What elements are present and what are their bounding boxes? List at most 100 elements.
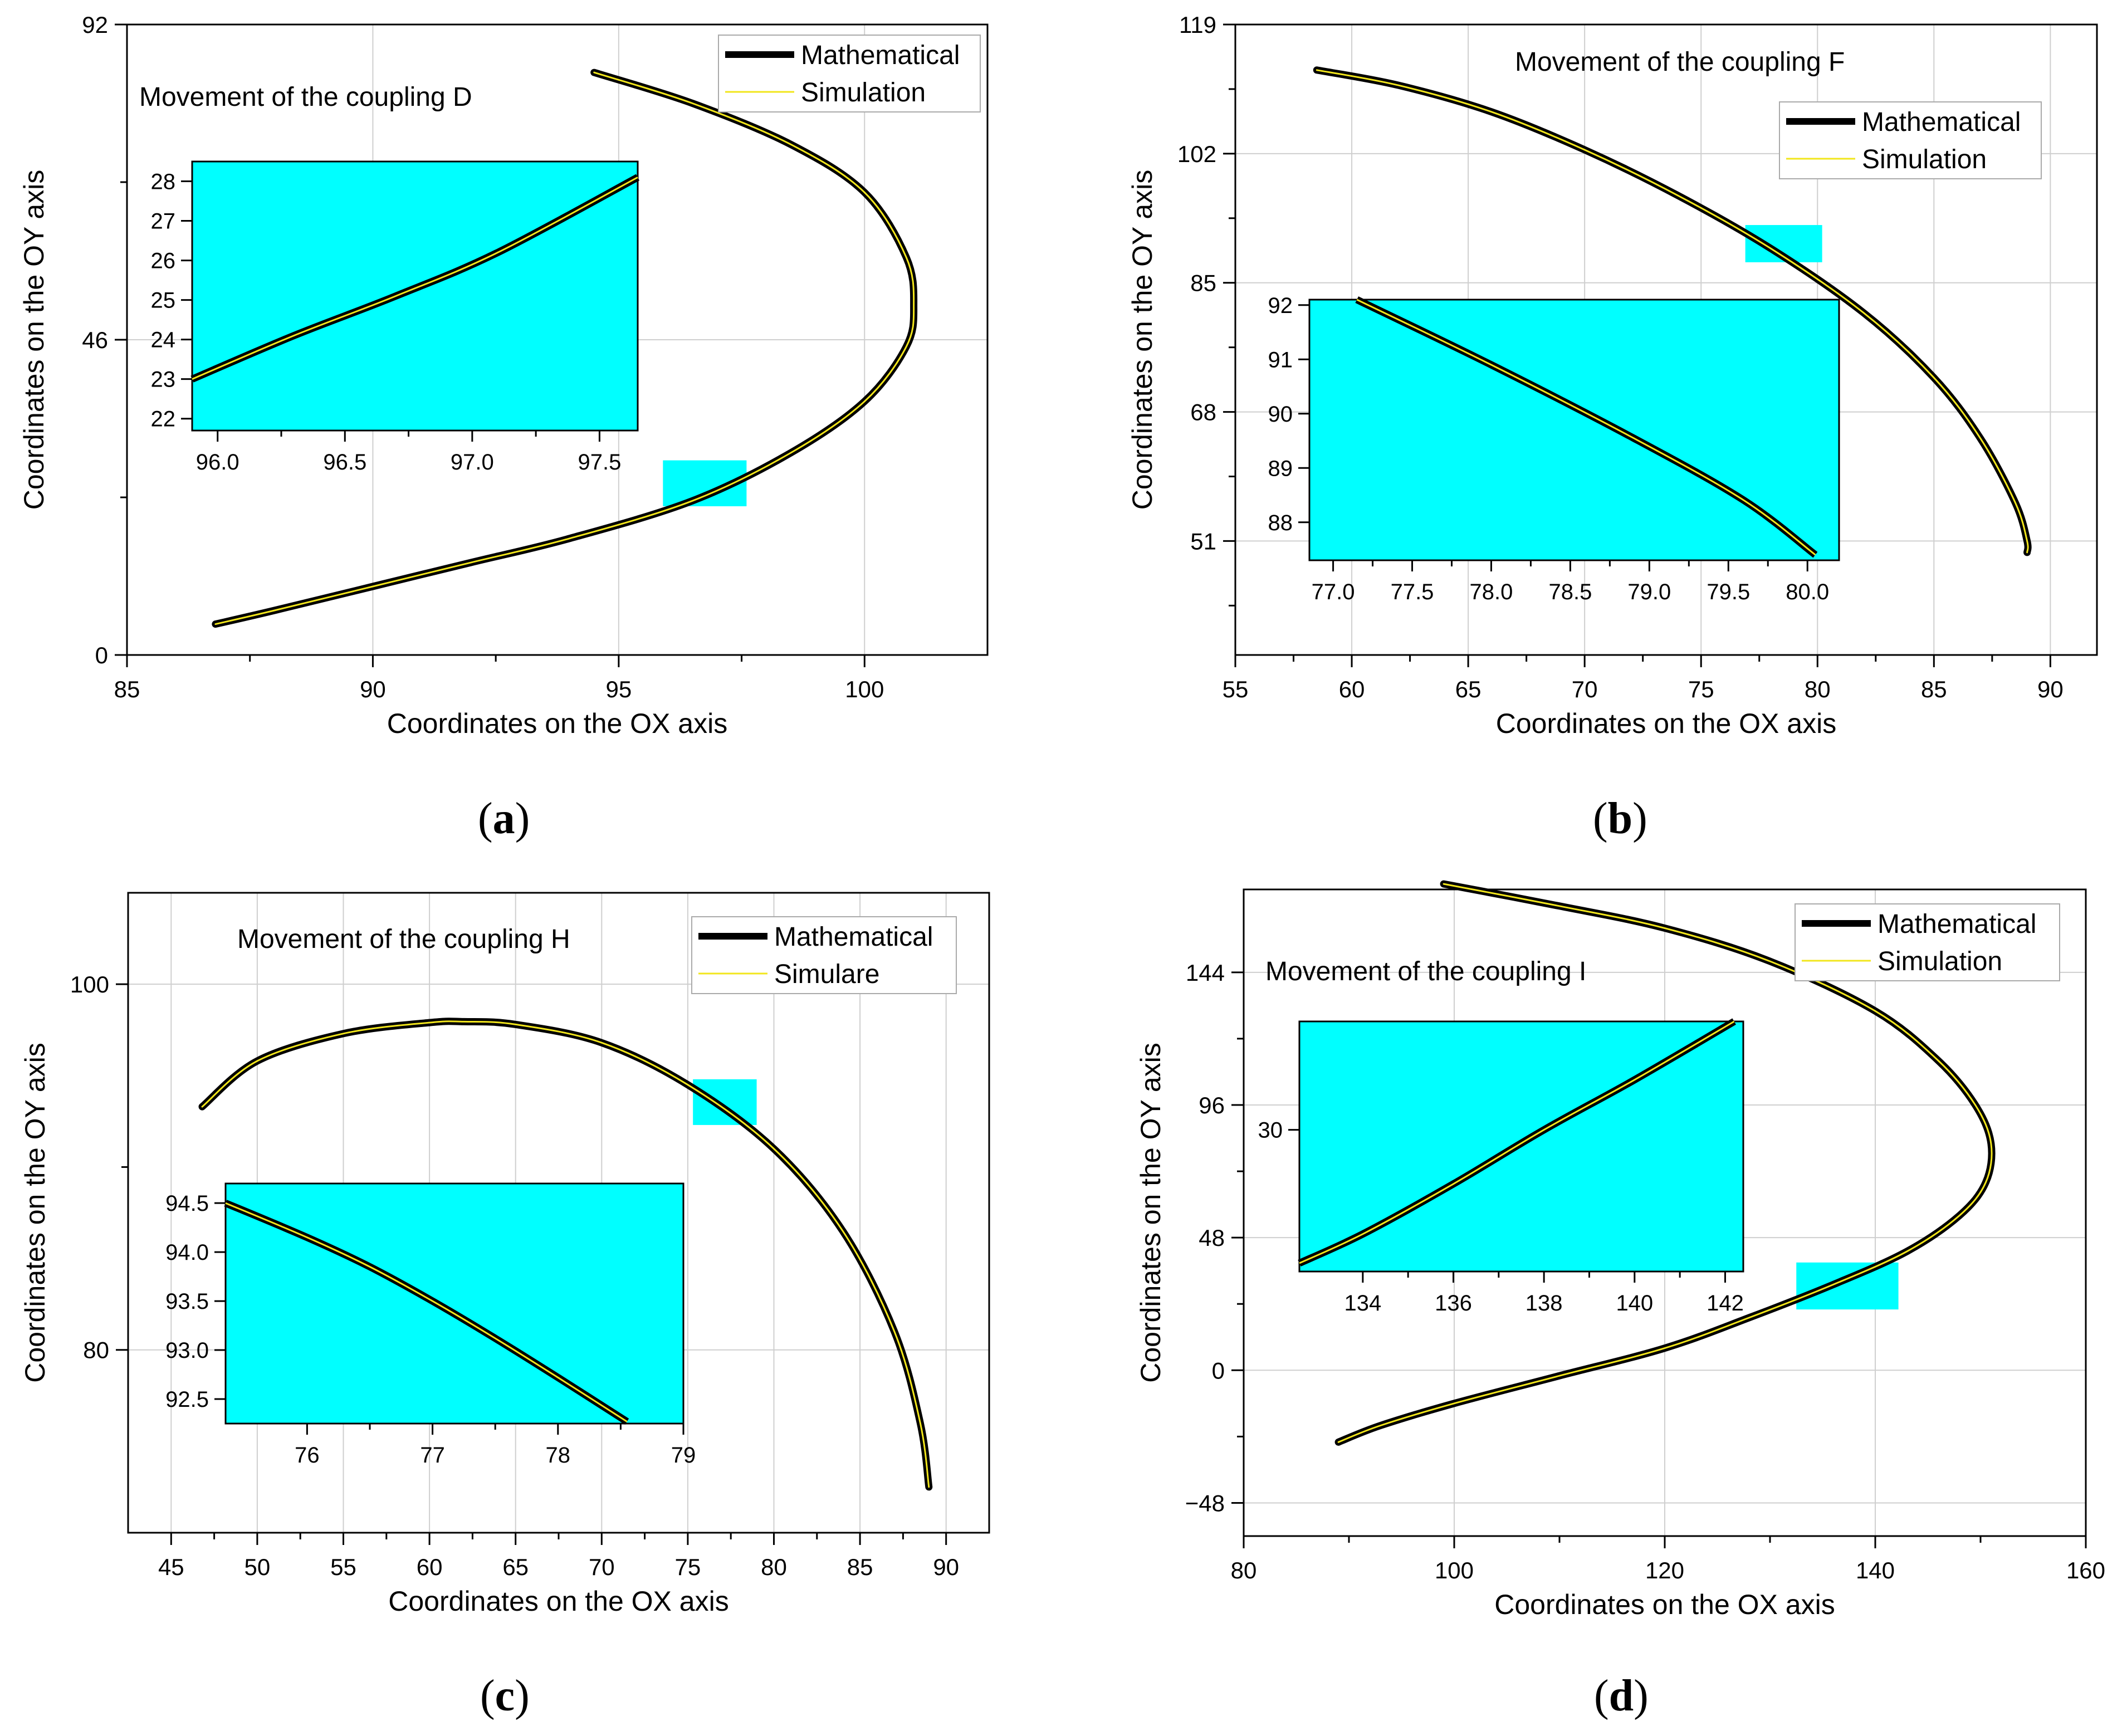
legend-box-d: [1795, 903, 2060, 981]
zoom-region-d: [1796, 1262, 1899, 1310]
x-tick-label-c-0: 45: [158, 1554, 184, 1580]
inset-x-tick-label-b-5: 79.5: [1707, 580, 1750, 604]
legend-label-mathematical-a: Mathematical: [801, 41, 960, 70]
inset-c: 76 77 78 79 92.5 93.0 93.5 94.0 94.5: [165, 1182, 696, 1468]
inset-x-tick-label-a-3: 97.5: [578, 450, 621, 475]
legend-label-simulation-b: Simulation: [1862, 145, 1987, 174]
x-tick-label-b-1: 60: [1339, 676, 1365, 702]
inset-x-tick-label-b-6: 80.0: [1786, 580, 1829, 604]
legend-box-a: [718, 35, 981, 113]
chart-title-b: Movement of the coupling F: [1515, 47, 1845, 77]
inset-x-tick-label-a-1: 96.5: [323, 450, 366, 475]
x-tick-label-c-8: 85: [847, 1554, 873, 1580]
x-tick-label-d-0: 80: [1231, 1557, 1257, 1583]
inset-x-tick-label-d-3: 140: [1616, 1291, 1653, 1316]
inset-y-tick-label-c-2: 93.5: [165, 1289, 209, 1314]
legend-label-simulation-c: Simulare: [774, 960, 879, 989]
inset-x-tick-label-c-1: 77: [420, 1443, 445, 1468]
x-tick-label-c-7: 80: [761, 1554, 787, 1580]
legend-label-mathematical-d: Mathematical: [1877, 909, 2036, 939]
inset-d: 134 136 138 140 142 30: [1258, 1018, 1744, 1316]
x-axis-title-b: Coordinates on the OX axis: [1496, 708, 1836, 739]
x-tick-label-c-2: 55: [330, 1554, 356, 1580]
x-tick-label-d-2: 120: [1645, 1557, 1684, 1583]
y-tick-label-a-0: 0: [95, 642, 108, 668]
inset-x-tick-label-a-2: 97.0: [451, 450, 494, 475]
legend-box-c: [691, 916, 957, 994]
inset-y-tick-label-c-4: 94.5: [165, 1191, 209, 1216]
inset-x-tick-label-b-0: 77.0: [1312, 580, 1355, 604]
inset-y-tick-label-c-3: 94.0: [165, 1240, 209, 1265]
inset-y-tick-label-a-4: 26: [151, 249, 176, 273]
x-tick-label-b-2: 65: [1455, 676, 1482, 702]
inset-x-tick-label-d-0: 134: [1344, 1291, 1381, 1316]
y-tick-label-d-2: 48: [1199, 1225, 1225, 1251]
inset-series-simulation-b: [1356, 299, 1816, 556]
inset-series-simulation-d: [1299, 1020, 1735, 1264]
y-tick-label-b-1: 68: [1190, 399, 1216, 426]
y-tick-label-b-4: 119: [1179, 12, 1216, 38]
chart-title-a: Movement of the coupling D: [139, 82, 472, 112]
x-tick-label-c-4: 65: [502, 1554, 529, 1580]
inset-y-tick-label-a-3: 25: [151, 288, 176, 313]
inset-x-tick-label-d-4: 142: [1707, 1291, 1744, 1316]
y-tick-label-d-0: −48: [1185, 1490, 1225, 1516]
legend-label-mathematical-c: Mathematical: [774, 922, 933, 952]
legend-label-simulation-a: Simulation: [801, 78, 926, 107]
inset-x-tick-label-b-1: 77.5: [1391, 580, 1434, 604]
y-tick-label-a-2: 92: [82, 12, 108, 38]
inset-y-tick-label-a-2: 24: [151, 328, 176, 353]
inset-y-tick-label-a-6: 28: [151, 170, 176, 194]
inset-y-tick-label-c-1: 93.0: [165, 1338, 209, 1363]
panel-label-c: (c): [480, 1671, 530, 1720]
x-axis-title-a: Coordinates on the OX axis: [387, 708, 727, 739]
y-tick-label-a-1: 46: [82, 327, 108, 353]
inset-y-tick-label-d-0: 30: [1258, 1118, 1283, 1143]
inset-x-tick-label-d-2: 138: [1526, 1291, 1563, 1316]
panel-label-d: (d): [1594, 1671, 1649, 1720]
inset-x-tick-label-b-2: 78.0: [1470, 580, 1513, 604]
x-tick-label-b-6: 85: [1921, 676, 1947, 702]
chart-title-d: Movement of the coupling I: [1265, 957, 1586, 986]
inset-a: 96.0 96.5 97.0 97.5 22 23 24 25 26 27 28: [151, 160, 640, 475]
chart-a: 85 90 95 100 0 46 92 Coordinates on the OX axis…: [18, 12, 989, 739]
y-tick-label-c-0: 80: [83, 1337, 109, 1363]
x-tick-label-a-3: 100: [845, 676, 884, 702]
x-tick-label-d-3: 140: [1856, 1557, 1895, 1583]
inset-frame-b: [1308, 299, 1840, 561]
inset-x-tick-label-d-1: 136: [1435, 1291, 1472, 1316]
inset-b: 77.0 77.5 78.0 78.5 79.0 79.5 80.0 88 89 90 91 92: [1268, 294, 1840, 604]
y-tick-label-c-1: 100: [70, 971, 109, 997]
x-tick-label-b-7: 90: [2037, 676, 2064, 702]
inset-x-tick-label-c-3: 79: [671, 1443, 696, 1468]
inset-y-tick-label-a-5: 27: [151, 209, 176, 234]
y-tick-label-d-4: 144: [1186, 960, 1225, 986]
chart-title-c: Movement of the coupling H: [237, 925, 570, 954]
x-tick-label-a-1: 90: [360, 676, 386, 702]
x-tick-label-d-4: 160: [2066, 1557, 2105, 1583]
inset-series-simulation-a: [192, 177, 638, 380]
y-axis-title-c: Coordinates on the OY axis: [19, 1043, 51, 1383]
x-tick-label-c-5: 70: [589, 1554, 615, 1580]
inset-frame-a: [191, 160, 639, 432]
panel-label-a: (a): [478, 794, 530, 843]
legend-label-mathematical-b: Mathematical: [1862, 107, 2021, 137]
x-axis-title-c: Coordinates on the OX axis: [388, 1586, 728, 1617]
inset-x-tick-label-c-0: 76: [295, 1443, 320, 1468]
inset-x-tick-label-c-2: 78: [546, 1443, 571, 1468]
x-tick-label-b-3: 70: [1572, 676, 1598, 702]
inset-y-tick-label-a-1: 23: [151, 368, 176, 392]
inset-x-tick-label-b-4: 79.0: [1627, 580, 1671, 604]
x-tick-label-b-5: 80: [1805, 676, 1831, 702]
series-line-simulation-d: [1337, 883, 1993, 1443]
inset-frame-c: [224, 1182, 684, 1425]
inset-series-simulation-c: [225, 1202, 628, 1422]
inset-y-tick-label-b-1: 89: [1268, 456, 1293, 481]
x-tick-label-c-6: 75: [675, 1554, 701, 1580]
y-tick-label-d-1: 0: [1212, 1357, 1225, 1383]
x-tick-label-d-1: 100: [1435, 1557, 1474, 1583]
x-tick-label-c-1: 50: [245, 1554, 271, 1580]
series-line-simulation-b: [1316, 69, 2029, 554]
x-tick-label-c-3: 60: [417, 1554, 443, 1580]
inset-x-tick-label-b-3: 78.5: [1548, 580, 1592, 604]
